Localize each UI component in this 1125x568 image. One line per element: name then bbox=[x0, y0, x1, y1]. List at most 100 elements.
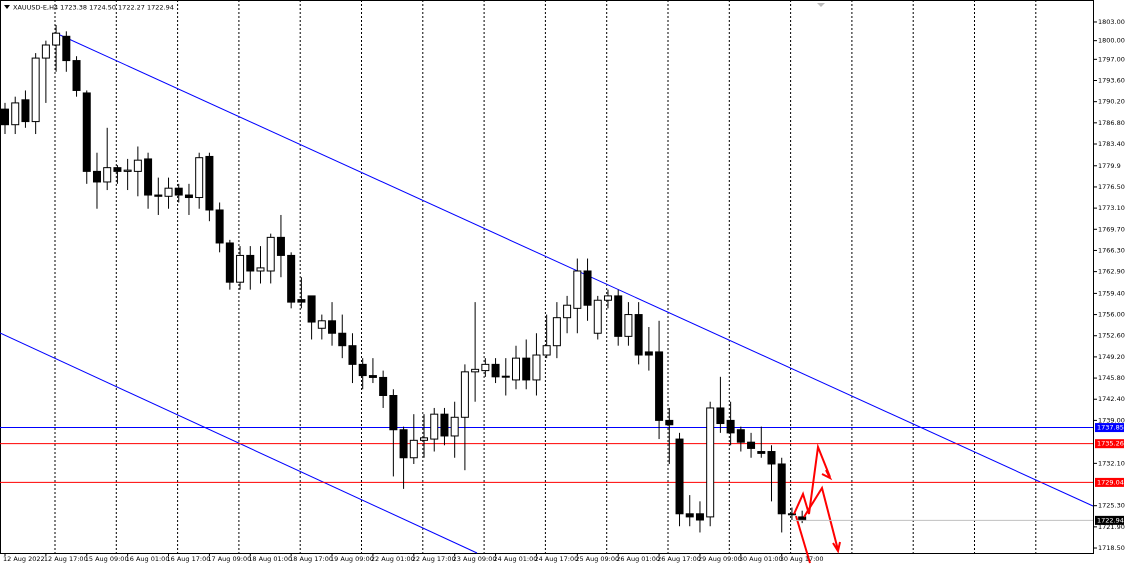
candle-body bbox=[11, 102, 20, 126]
x-tick-label: 26 Aug 17:00 bbox=[657, 555, 701, 563]
candle-body bbox=[603, 295, 612, 301]
arrow-head bbox=[832, 541, 841, 554]
candle-body bbox=[184, 194, 193, 199]
candle-body bbox=[409, 439, 418, 459]
candle-body bbox=[246, 254, 255, 272]
y-tick-label: 1721.90 bbox=[1098, 523, 1125, 531]
candle-body bbox=[685, 513, 694, 518]
candle-body bbox=[82, 92, 91, 172]
x-tick-label: 30 Aug 17:00 bbox=[780, 555, 824, 563]
shift-marker bbox=[817, 3, 825, 7]
y-tick-label: 1779.9 bbox=[1098, 162, 1121, 170]
y-tick-label: 1752.60 bbox=[1098, 332, 1125, 340]
y-tick-label: 1786.80 bbox=[1098, 119, 1125, 127]
price-label: 1737.85 bbox=[1097, 424, 1124, 432]
y-tick-label: 1797.00 bbox=[1098, 55, 1125, 63]
candle-body bbox=[338, 332, 347, 347]
y-tick-label: 1732.10 bbox=[1098, 459, 1125, 467]
menu-icon bbox=[4, 5, 10, 9]
candle-body bbox=[512, 357, 520, 381]
y-tick-label: 1803.00 bbox=[1098, 18, 1125, 26]
candle-body bbox=[164, 187, 173, 197]
x-tick-label: 23 Aug 09:00 bbox=[453, 555, 497, 563]
candle-body bbox=[52, 32, 61, 46]
candle-body bbox=[460, 371, 469, 418]
candle-body bbox=[21, 99, 30, 123]
candle-body bbox=[634, 314, 643, 356]
chart-title: XAUUSD-E,H4 1723.38 1724.50 1722.27 1722… bbox=[13, 4, 174, 12]
candle-body bbox=[276, 236, 285, 256]
candle-body bbox=[174, 187, 183, 196]
candle-body bbox=[420, 437, 429, 441]
x-tick-label: 24 Aug 01:00 bbox=[494, 555, 538, 563]
y-tick-label: 1725.30 bbox=[1098, 502, 1125, 510]
candle-body bbox=[328, 320, 337, 334]
candle-body bbox=[440, 413, 449, 437]
candle-body bbox=[542, 345, 551, 356]
arrow-path bbox=[803, 485, 839, 551]
x-tick-label: 12 Aug 17:00 bbox=[44, 555, 88, 563]
x-tick-label: 12 Aug 2022 bbox=[3, 555, 45, 563]
forecast-arrows bbox=[793, 443, 841, 564]
y-tick-label: 1783.40 bbox=[1098, 140, 1125, 148]
candle-body bbox=[41, 44, 50, 59]
candle-body bbox=[450, 416, 459, 437]
price-label: 1729.04 bbox=[1097, 478, 1124, 486]
candle-body bbox=[389, 394, 398, 431]
x-tick-label: 25 Aug 09:00 bbox=[575, 555, 619, 563]
y-tick-label: 1766.30 bbox=[1098, 246, 1125, 254]
candle-body bbox=[317, 320, 326, 329]
x-tick-label: 17 Aug 09:00 bbox=[207, 555, 251, 563]
y-tick-label: 1790.20 bbox=[1098, 98, 1125, 106]
candle-body bbox=[256, 267, 265, 272]
plot-frame bbox=[0, 0, 1094, 554]
y-tick-label: 1776.50 bbox=[1098, 183, 1125, 191]
candle-body bbox=[31, 57, 40, 123]
candle-body bbox=[552, 317, 561, 347]
x-tick-label: 16 Aug 01:00 bbox=[126, 555, 170, 563]
candle-body bbox=[757, 451, 766, 454]
price-label: 1735.26 bbox=[1097, 440, 1124, 448]
price-label-box bbox=[1095, 423, 1124, 433]
candle-body bbox=[481, 363, 490, 372]
candle-body bbox=[154, 194, 163, 197]
candle-body bbox=[133, 159, 142, 172]
candle-body bbox=[430, 413, 439, 440]
x-tick-label: 15 Aug 09:00 bbox=[85, 555, 129, 563]
y-tick-label: 1762.90 bbox=[1098, 268, 1125, 276]
candle-body bbox=[236, 254, 245, 283]
candle-body bbox=[777, 463, 786, 515]
candle-body bbox=[798, 516, 807, 521]
last-price-box bbox=[1095, 515, 1124, 525]
x-tick-label: 22 Aug 01:00 bbox=[371, 555, 415, 563]
x-tick-label: 26 Aug 01:00 bbox=[616, 555, 660, 563]
candle-body bbox=[501, 375, 510, 378]
y-tick-label: 1793.60 bbox=[1098, 76, 1125, 84]
candle-body bbox=[287, 254, 296, 303]
arrow-path bbox=[793, 443, 831, 515]
y-tick-label: 1718.50 bbox=[1098, 544, 1125, 552]
candle-body bbox=[1, 108, 9, 126]
candle-body bbox=[92, 170, 101, 183]
candle-body bbox=[399, 429, 408, 459]
x-tick-label: 24 Aug 17:00 bbox=[534, 555, 578, 563]
candle-body bbox=[726, 419, 735, 434]
price-label-box bbox=[1095, 439, 1124, 449]
candle-body bbox=[307, 295, 316, 323]
candle-body bbox=[215, 209, 224, 244]
candle-body bbox=[675, 438, 684, 515]
candle-body bbox=[665, 419, 674, 426]
time-grid bbox=[54, 0, 1037, 553]
candle-body bbox=[491, 363, 500, 378]
arrow-head bbox=[821, 469, 833, 481]
candle-body bbox=[205, 155, 214, 211]
x-tick-label: 18 Aug 01:00 bbox=[248, 555, 292, 563]
candle-body bbox=[695, 513, 704, 521]
candle-body bbox=[358, 363, 367, 377]
price-lines bbox=[0, 427, 1093, 483]
candle-body bbox=[716, 407, 725, 425]
y-tick-label: 1749.20 bbox=[1098, 353, 1125, 361]
candle-body bbox=[368, 375, 377, 378]
